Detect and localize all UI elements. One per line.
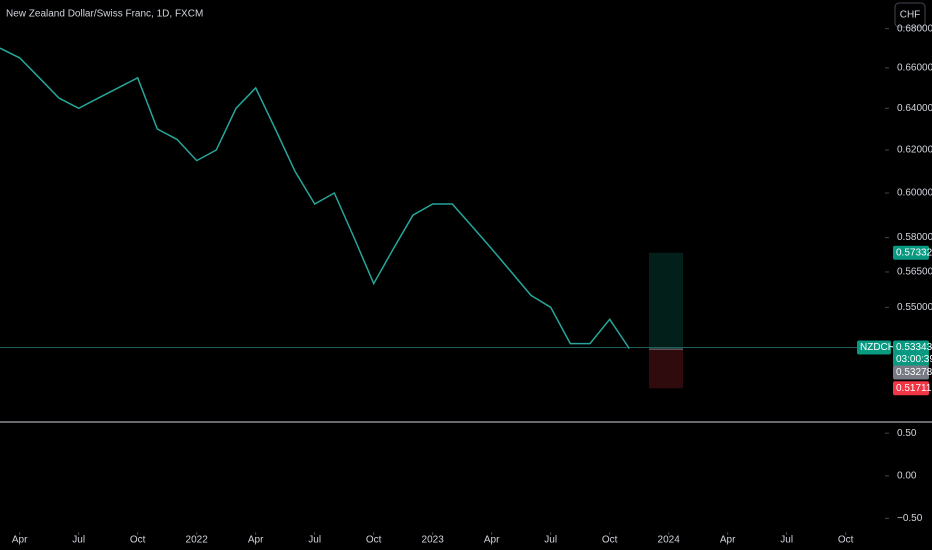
x-tick-label: Apr [248, 535, 264, 546]
x-tick-label: Oct [602, 535, 618, 546]
last-price-label: 0.53343 [896, 342, 932, 353]
x-tick-label: Apr [484, 535, 500, 546]
price-line [0, 47, 630, 349]
lower-y-tick-label: 0.50 [897, 428, 917, 439]
stop-label: 0.51711 [896, 383, 932, 394]
x-tick-label: Oct [366, 535, 382, 546]
y-tick-label: 0.55000 [897, 302, 932, 313]
entry-label: 0.53278 [896, 367, 932, 378]
y-tick-label: 0.68000 [897, 23, 932, 34]
chart-title: New Zealand Dollar/Swiss Franc, 1D, FXCM [6, 9, 203, 20]
y-tick-label: 0.58000 [897, 232, 932, 243]
currency-button[interactable] [894, 2, 926, 28]
y-tick-label: 0.66000 [897, 62, 932, 73]
y-tick-label: 0.64000 [897, 103, 932, 114]
x-tick-label: Oct [130, 535, 146, 546]
x-tick-label: Apr [720, 535, 736, 546]
lower-y-tick-label: −0.50 [897, 513, 923, 524]
x-tick-label: 2022 [186, 535, 209, 546]
currency-label[interactable]: CHF [900, 10, 921, 21]
y-tick-label: 0.60000 [897, 188, 932, 199]
x-tick-label: 2024 [658, 535, 681, 546]
countdown-label-bg [893, 352, 929, 367]
last-price-label-bg [893, 340, 929, 355]
target-label: 0.57332 [896, 247, 932, 258]
lower-y-tick-label: 0.00 [897, 470, 917, 481]
x-tick-label: Oct [838, 535, 854, 546]
entry-label-bg [893, 365, 929, 380]
target-label-bg [893, 245, 929, 260]
x-tick-label: Jul [308, 535, 321, 546]
x-tick-label: Jul [544, 535, 557, 546]
profit-zone [649, 252, 683, 350]
y-tick-label: 0.62000 [897, 145, 932, 156]
x-tick-label: Jul [780, 535, 793, 546]
symbol-label-bg [857, 340, 891, 355]
x-tick-label: Apr [12, 535, 28, 546]
y-tick-label: 0.56500 [897, 267, 932, 278]
x-tick-label: Jul [72, 535, 85, 546]
countdown-label: 03:00:39 [896, 354, 932, 365]
symbol-label: NZDCHF [860, 342, 901, 353]
stop-label-bg [893, 381, 929, 396]
x-tick-label: 2023 [422, 535, 445, 546]
loss-zone [649, 349, 683, 389]
